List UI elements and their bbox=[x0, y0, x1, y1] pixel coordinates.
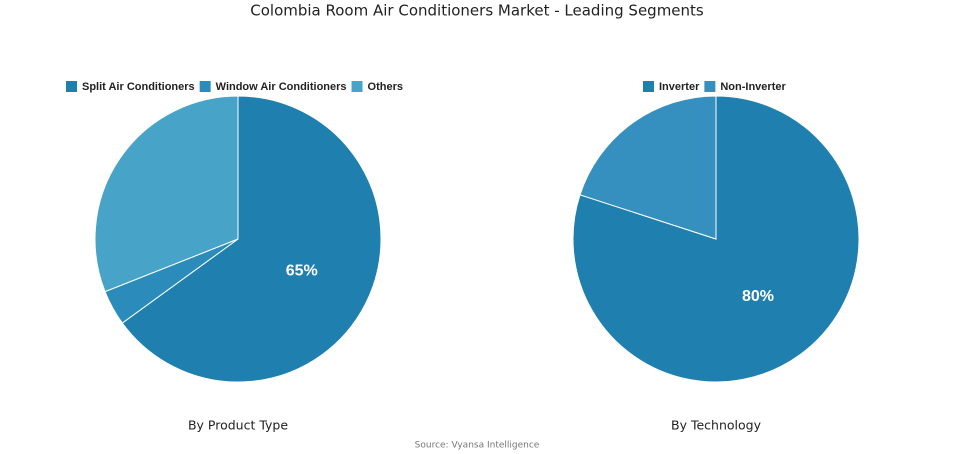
legend-label: Split Air Conditioners bbox=[82, 81, 195, 93]
legend-swatch bbox=[66, 81, 77, 92]
pie-slice bbox=[579, 95, 717, 240]
page-title: Colombia Room Air Conditioners Market - … bbox=[250, 2, 704, 20]
chart-subtitle: By Product Type bbox=[188, 418, 288, 433]
legend-swatch bbox=[199, 81, 211, 92]
pie-slice bbox=[121, 95, 382, 383]
legend-label: Others bbox=[368, 81, 403, 93]
legend-swatch bbox=[704, 81, 716, 92]
legend-label: Inverter bbox=[659, 81, 700, 93]
legend-label: Window Air Conditioners bbox=[216, 81, 347, 93]
legend-swatch bbox=[351, 81, 363, 92]
value-label: 65% bbox=[286, 263, 318, 280]
pie-slice bbox=[94, 95, 239, 293]
legend-label: Non-Inverter bbox=[720, 81, 786, 93]
chart-subtitle: By Technology bbox=[671, 418, 762, 433]
source: Source: Vyansa Intelligence bbox=[415, 441, 540, 451]
legend-swatch bbox=[643, 81, 654, 92]
value-label: 80% bbox=[742, 288, 774, 305]
